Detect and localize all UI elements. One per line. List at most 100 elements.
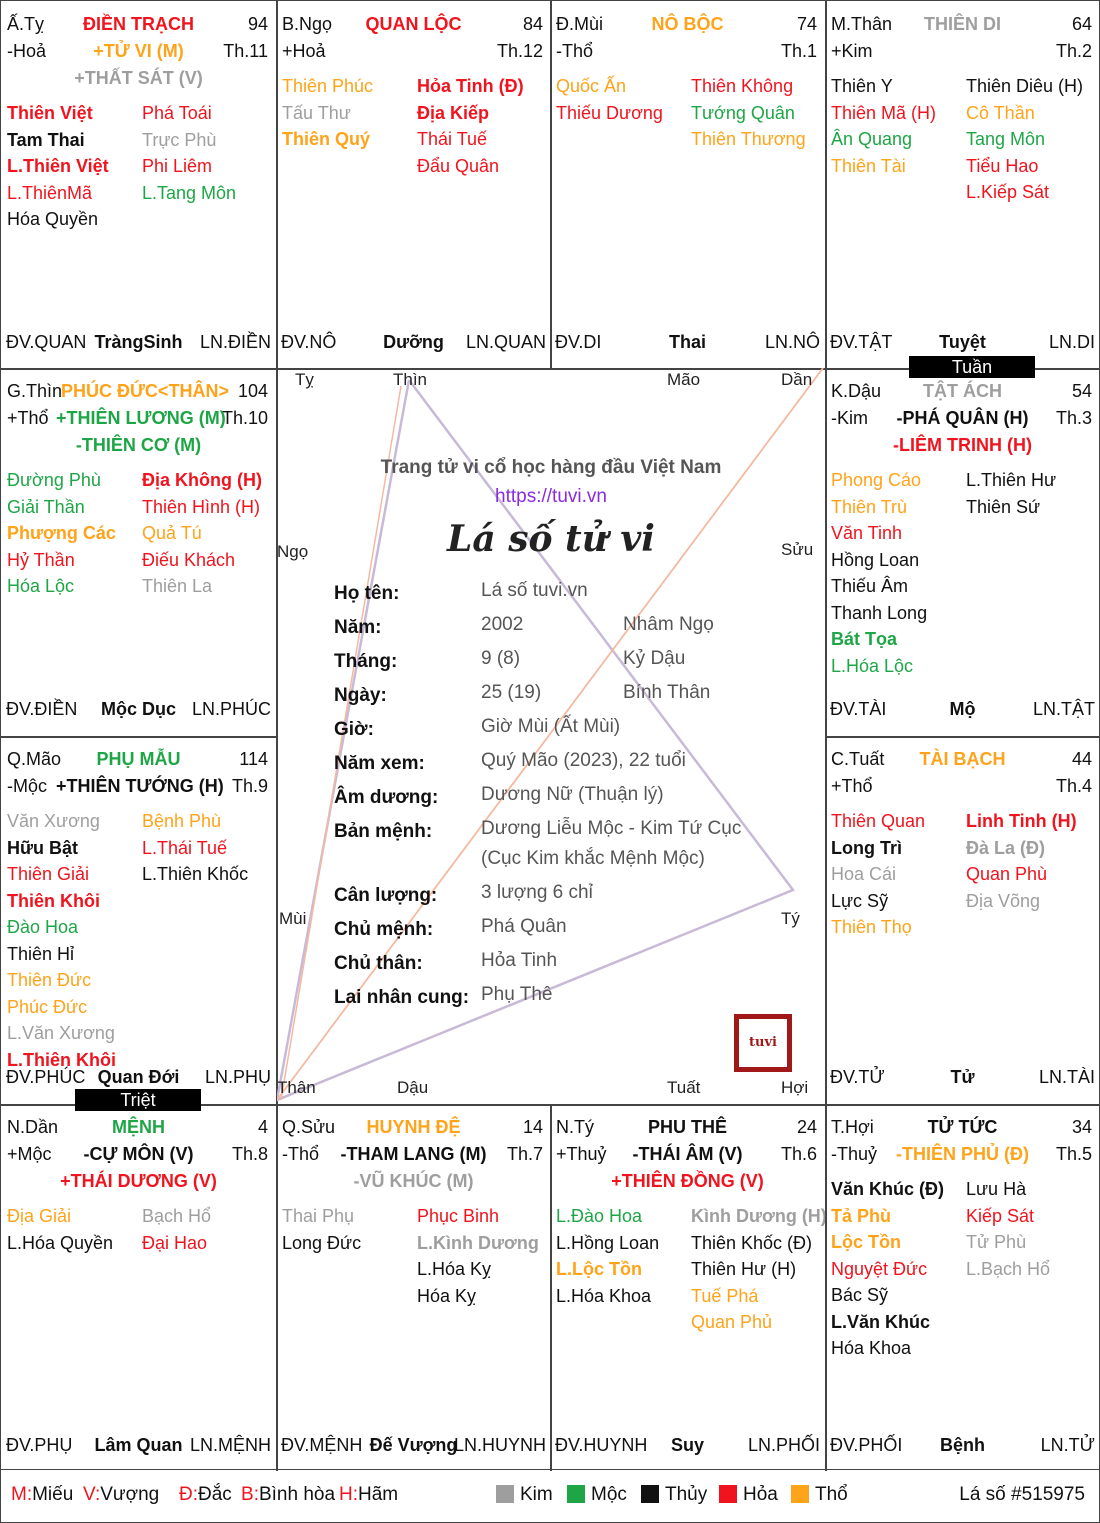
branch-dan: Dần <box>781 370 813 389</box>
footer-lnn: LN.ĐIỀN <box>199 332 271 352</box>
legend-meaning: Đắc <box>198 1484 232 1505</box>
footer-stage: Mộ <box>949 699 976 719</box>
minor-star: Lưu Hà <box>966 1179 1027 1199</box>
palace-ty: Ấ.Tỵ ĐIỀN TRẠCH 94 -Hoả Th.11 +TỬ VI (M) +THẤT… <box>1 1 276 368</box>
palace-element: +Thổ <box>831 776 873 796</box>
palace-position: K.Dậu <box>831 381 882 401</box>
minor-star: Hóa Khoa <box>831 1338 912 1358</box>
info-extra: Bính Thân <box>623 682 711 703</box>
major-star: -THIÊN PHỦ (Đ) <box>896 1144 1029 1164</box>
branch-than: Thân <box>277 1078 316 1097</box>
chart-number: Lá số #515975 <box>959 1484 1085 1505</box>
palace-age: 14 <box>522 1117 543 1137</box>
branch-hoi: Hợi <box>781 1078 809 1097</box>
branch-mao: Mão <box>667 370 701 389</box>
minor-star: Thiên Diêu (H) <box>966 76 1084 96</box>
major-star: +THÁI DƯƠNG (V) <box>60 1171 217 1191</box>
info-label: Chủ mệnh: <box>334 919 434 940</box>
palace-title: PHU THÊ <box>647 1117 727 1137</box>
footer-lnn: LN.PHỐI <box>747 1435 820 1455</box>
palace-age: 54 <box>1071 381 1092 401</box>
footer-dv: ĐV.ĐIỀN <box>6 699 78 719</box>
legend-colon: : <box>253 1484 259 1505</box>
major-star: -PHÁ QUÂN (H) <box>896 408 1029 428</box>
palace-suu: Q.Sửu HUYNH ĐỆ 14 -Thổ Th.7 -THAM LANG (M) -VŨ… <box>276 1104 551 1471</box>
palace-element: +Hoả <box>282 41 326 61</box>
footer-dv: ĐV.NÔ <box>281 332 337 352</box>
footer-dv: ĐV.PHỤ <box>6 1435 73 1455</box>
minor-star: Thiên Việt <box>7 103 93 123</box>
minor-star: L.ThiênMã <box>7 182 93 203</box>
minor-star: Thai Phụ <box>282 1206 355 1226</box>
legend-swatch <box>496 1485 514 1503</box>
minor-star: Thiên Khốc (Đ) <box>691 1232 813 1253</box>
palace-position: Đ.Mùi <box>556 14 604 34</box>
site-url[interactable]: https://tuvi.vn <box>495 486 607 507</box>
legend-element: Thủy <box>641 1484 707 1506</box>
grid-line <box>550 1 552 368</box>
minor-star: Thiên Giải <box>7 864 90 884</box>
footer-stage: Tuyệt <box>939 332 986 352</box>
palace-element: -Thuỷ <box>831 1144 878 1164</box>
palace-title: NÔ BỘC <box>651 14 724 34</box>
minor-stars-right: Phục Binh L.Kình Dương L.Hóa Kỵ Hóa Kỵ <box>417 1203 539 1309</box>
palace-ti: N.Tý PHU THÊ 24 +Thuỷ Th.6 -THÁI ÂM (V) +THIÊN… <box>550 1104 825 1471</box>
grid-line <box>1 368 1100 370</box>
center-panel: Tỵ Thìn Mão Dần Ngọ Sửu Mùi Tý Thân Dậu … <box>277 368 825 1104</box>
legend-code: M <box>11 1484 27 1505</box>
info-label: Ngày: <box>334 685 387 706</box>
minor-star: L.Bạch Hổ <box>966 1258 1051 1279</box>
site-subtitle: Trang tử vi cổ học hàng đầu Việt Nam <box>380 457 722 478</box>
minor-stars-left: Phong Cáo Thiên Trù Văn Tinh Hồng Loan Thiếu… <box>831 467 927 679</box>
legend-element: Hỏa <box>719 1484 778 1506</box>
minor-star: Thiên Sứ <box>966 496 1041 517</box>
minor-star: Thiên Đức <box>7 970 92 990</box>
palace-month: Th.8 <box>231 1144 268 1164</box>
footer-stage: Tử <box>950 1067 975 1087</box>
legend-element-label: Kim <box>520 1484 553 1505</box>
branch-ngo: Ngọ <box>277 542 309 561</box>
footer-stage: Suy <box>670 1435 705 1455</box>
minor-star: Long Trì <box>831 837 902 858</box>
minor-star: Phong Cáo <box>831 470 922 490</box>
minor-star: Phúc Đức <box>7 996 88 1017</box>
legend-meaning: Vượng <box>100 1484 160 1505</box>
palace-element: +Thổ <box>7 408 49 428</box>
palace-mui: Đ.Mùi NÔ BỘC 74 -Thổ Th.1 Quốc Ấn Thiếu Dương T… <box>550 1 825 368</box>
info-value: Dương Nữ (Thuận lý) <box>481 784 664 805</box>
minor-star: Điếu Khách <box>142 549 236 570</box>
palace-title: ĐIỀN TRẠCH <box>83 14 194 34</box>
palace-footer: ĐV.DI Thai LN.NÔ <box>555 332 820 354</box>
legend-element-label: Hỏa <box>743 1484 778 1505</box>
minor-stars-right: Linh Tinh (H) Đà La (Đ) Quan Phù Địa Võng <box>966 808 1077 914</box>
minor-star: Phục Binh <box>417 1206 500 1226</box>
minor-star: Địa Kiếp <box>417 102 490 123</box>
triet-tag: Triệt <box>75 1089 201 1111</box>
info-label: Giờ: <box>334 719 374 740</box>
footer-stage: Thai <box>668 332 707 352</box>
footer-stage: Bệnh <box>940 1435 985 1455</box>
minor-star: Tử Phù <box>966 1232 1027 1252</box>
minor-star: Hồng Loan <box>831 549 920 570</box>
branch-thin: Thìn <box>393 370 428 389</box>
minor-star: Thiếu Âm <box>831 576 909 596</box>
palace-hoi: T.Hợi TỬ TỨC 34 -Thuỷ Th.5 -THIÊN PHỦ (Đ) Văn … <box>825 1104 1100 1471</box>
minor-star: Thiên Phúc <box>282 76 374 96</box>
palace-month: Th.4 <box>1055 776 1092 796</box>
palace-title: TÀI BẠCH <box>919 749 1006 769</box>
palace-element: -Thổ <box>282 1144 320 1164</box>
footer-dv: ĐV.TẬT <box>830 332 893 352</box>
legend-swatch <box>641 1485 659 1503</box>
palace-title: MỆNH <box>112 1117 165 1137</box>
minor-star: Thiên Mã (H) <box>831 102 937 123</box>
minor-star: Hóa Quyền <box>7 209 99 229</box>
legend-colon: : <box>94 1484 101 1505</box>
legend-colon: : <box>26 1484 33 1505</box>
legend-bar: M:Miếu V:Vượng Đ:Đắc B:Bình hòa H:Hãm Kim Mộc T… <box>0 1470 1100 1523</box>
palace-footer: ĐV.HUYNH Suy LN.PHỐI <box>555 1435 820 1457</box>
branch-tuat: Tuất <box>667 1078 701 1097</box>
minor-star: Thiên Khôi <box>7 890 100 911</box>
legend-code: H <box>339 1484 353 1505</box>
minor-stars-left: L.Đào Hoa L.Hồng Loan L.Lộc Tồn L.Hóa Khoa <box>556 1203 659 1309</box>
palace-footer: ĐV.TÀI Mộ LN.TẬT <box>830 699 1095 721</box>
